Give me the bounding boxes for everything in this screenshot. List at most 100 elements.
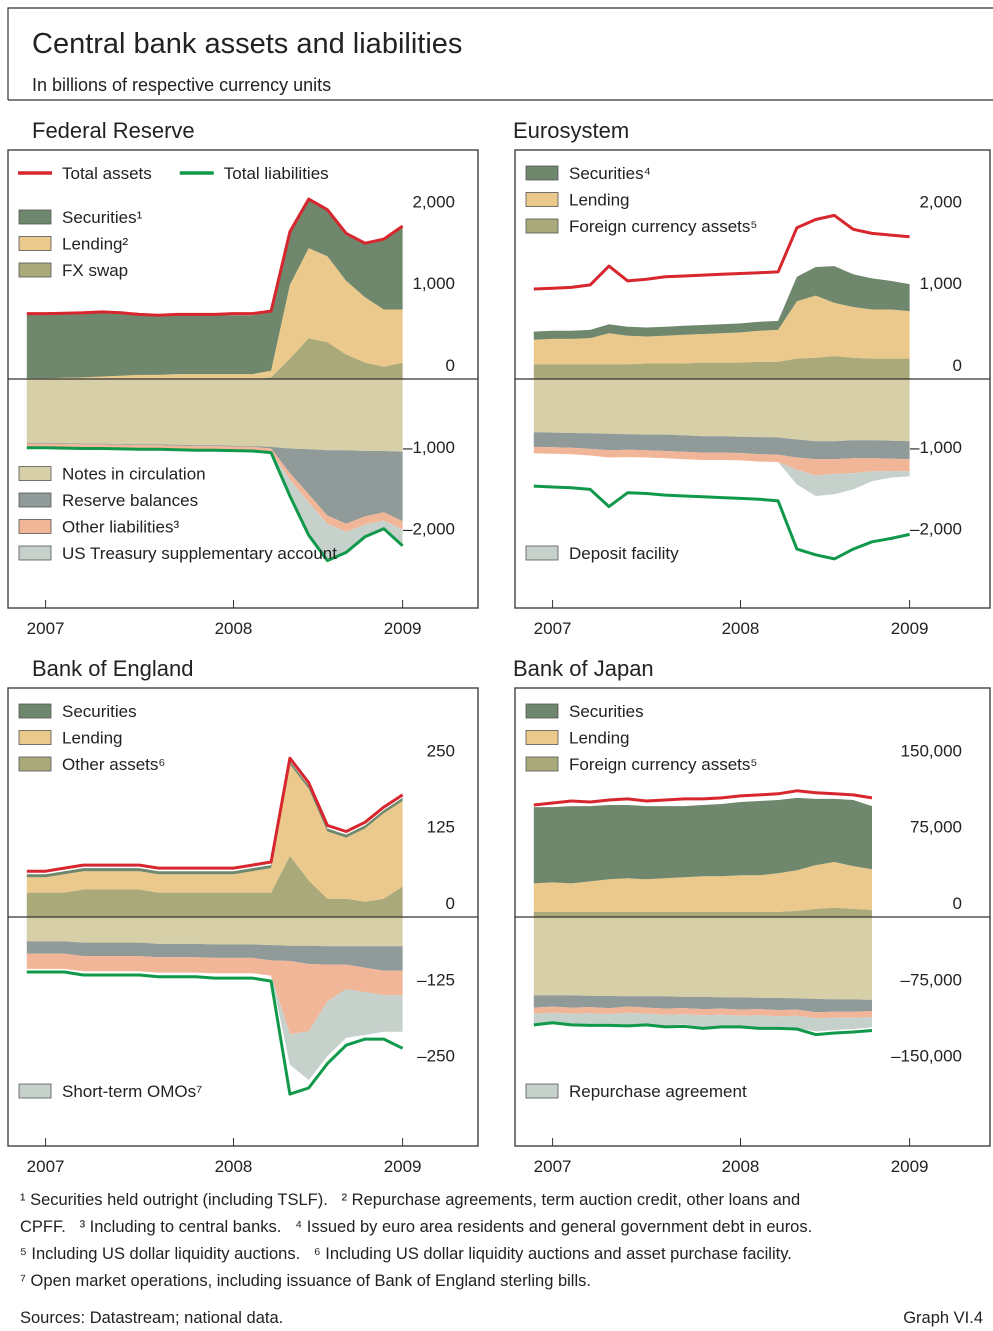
y-tick-label: –2,000 xyxy=(910,520,962,539)
area xyxy=(533,266,910,340)
area xyxy=(26,953,403,1035)
legend-swatch xyxy=(18,519,52,534)
legend-label: Notes in circulation xyxy=(62,465,206,484)
line xyxy=(533,213,910,291)
y-tick-label: –125 xyxy=(417,970,455,989)
line xyxy=(533,789,873,807)
footnote: ⁷ Open market operations, including issu… xyxy=(20,1272,591,1290)
y-tick-label: –1,000 xyxy=(910,438,962,457)
line xyxy=(533,484,910,561)
area xyxy=(533,907,872,917)
sources: Sources: Datastream; national data. xyxy=(20,1309,283,1327)
legend-swatch xyxy=(18,730,52,745)
x-tick-label: 2009 xyxy=(891,1157,929,1176)
y-tick-label: 1,000 xyxy=(412,274,455,293)
panel-title: Federal Reserve xyxy=(32,118,195,143)
legend-label: Other liabilities³ xyxy=(62,518,179,537)
area xyxy=(26,199,403,379)
legend-swatch xyxy=(525,730,559,745)
x-tick-label: 2008 xyxy=(722,1157,760,1176)
legend-label: Foreign currency assets⁵ xyxy=(569,755,757,774)
line xyxy=(26,446,404,563)
area xyxy=(26,443,403,532)
area xyxy=(26,917,403,947)
footnote: ⁵ Including US dollar liquidity auctions… xyxy=(20,1245,792,1263)
legend-label: Deposit facility xyxy=(569,544,679,563)
area xyxy=(26,855,403,917)
area xyxy=(533,1006,872,1019)
legend-label: Lending xyxy=(569,191,630,210)
x-tick-label: 2008 xyxy=(215,1157,253,1176)
legend-swatch xyxy=(18,756,52,772)
legend-swatch xyxy=(525,192,559,207)
area xyxy=(533,862,872,912)
y-tick-label: 0 xyxy=(446,894,455,913)
footnote: ¹ Securities held outright (including TS… xyxy=(20,1191,800,1209)
area xyxy=(533,446,910,476)
legend-label: Repurchase agreement xyxy=(569,1082,747,1101)
line xyxy=(26,970,404,1096)
legend-swatch xyxy=(18,492,52,508)
legend-swatch xyxy=(18,545,52,561)
legend-swatch xyxy=(18,703,52,719)
area xyxy=(26,764,403,902)
legend-swatch xyxy=(525,1083,559,1099)
x-tick-label: 2008 xyxy=(722,619,760,638)
x-tick-label: 2009 xyxy=(384,619,422,638)
graph-label: Graph VI.4 xyxy=(903,1309,983,1327)
x-tick-label: 2007 xyxy=(534,1157,572,1176)
panel-frame xyxy=(7,149,479,609)
area xyxy=(26,968,403,1080)
legend-swatch xyxy=(525,703,559,719)
title: Central bank assets and liabilities xyxy=(32,28,462,60)
legend-label: Total assets xyxy=(62,164,152,183)
subtitle: In billions of respective currency units xyxy=(32,75,331,95)
area xyxy=(533,379,910,442)
y-tick-label: 250 xyxy=(427,741,455,760)
panel-frame xyxy=(514,149,991,609)
header-frame xyxy=(7,7,993,100)
line xyxy=(533,1021,873,1037)
x-tick-label: 2007 xyxy=(27,619,65,638)
x-tick-label: 2009 xyxy=(384,1157,422,1176)
y-tick-label: 0 xyxy=(953,894,962,913)
legend-label: Securities⁴ xyxy=(569,164,651,183)
legend-swatch xyxy=(18,466,52,481)
y-tick-label: –1,000 xyxy=(403,438,455,457)
y-tick-label: –250 xyxy=(417,1047,455,1066)
area xyxy=(533,917,872,1000)
panel-frame xyxy=(514,687,991,1147)
line xyxy=(26,756,404,873)
legend-swatch xyxy=(525,218,559,234)
legend-label: Lending xyxy=(569,729,630,748)
area xyxy=(26,379,403,452)
legend-swatch xyxy=(18,236,52,251)
area xyxy=(533,453,910,496)
legend-swatch xyxy=(525,165,559,181)
y-tick-label: 0 xyxy=(953,356,962,375)
area xyxy=(26,941,403,971)
x-tick-label: 2008 xyxy=(215,619,253,638)
area xyxy=(533,295,910,365)
legend-label: FX swap xyxy=(62,261,128,280)
y-tick-label: –2,000 xyxy=(403,520,455,539)
plot xyxy=(533,213,910,561)
area xyxy=(26,338,403,379)
legend-label: Total liabilities xyxy=(224,164,329,183)
y-tick-label: 150,000 xyxy=(901,741,962,760)
plot xyxy=(26,197,404,563)
y-tick-label: –75,000 xyxy=(901,970,962,989)
legend-label: Securities xyxy=(62,702,137,721)
line xyxy=(26,197,404,317)
plot xyxy=(26,756,404,1096)
area xyxy=(26,442,403,524)
legend-swatch xyxy=(525,545,559,561)
y-tick-label: 1,000 xyxy=(919,274,962,293)
legend-swatch xyxy=(18,262,52,278)
y-tick-label: 2,000 xyxy=(412,192,455,211)
area xyxy=(26,248,403,379)
area xyxy=(533,432,910,460)
panel-title: Bank of Japan xyxy=(513,656,654,681)
plot xyxy=(533,789,873,1037)
